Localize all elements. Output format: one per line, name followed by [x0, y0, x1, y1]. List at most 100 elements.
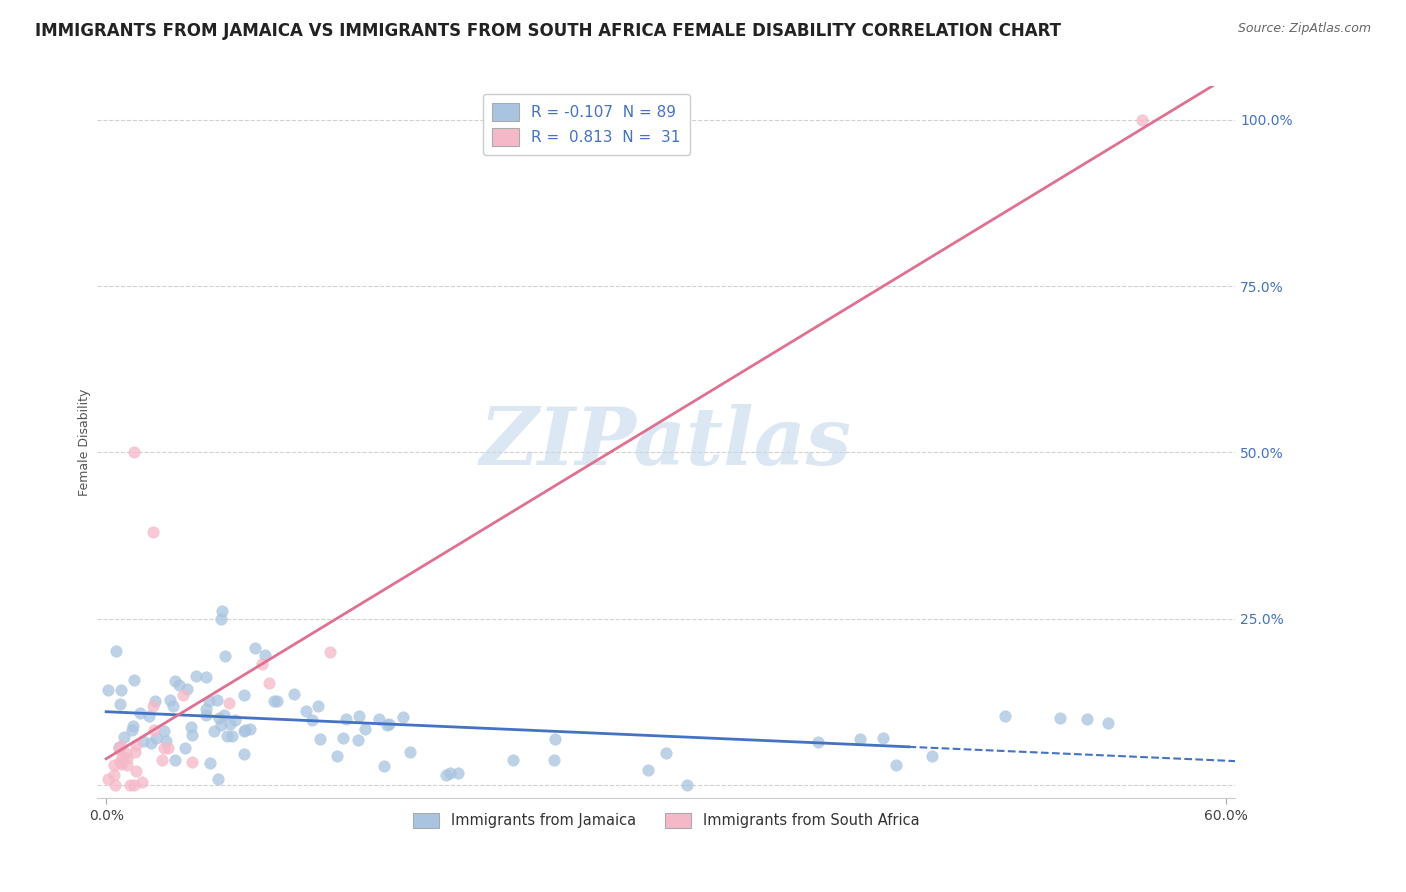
Point	[173, 741, 195, 756]
Point	[637, 764, 659, 778]
Y-axis label: Female Disability: Female Disability	[79, 389, 91, 496]
Point	[115, 757, 138, 772]
Point	[884, 757, 907, 772]
Point	[209, 718, 232, 732]
Point	[1097, 715, 1119, 730]
Point	[347, 733, 370, 747]
Point	[112, 730, 135, 744]
Point	[172, 688, 194, 702]
Point	[194, 671, 217, 685]
Point	[202, 724, 225, 739]
Point	[212, 707, 235, 722]
Point	[219, 717, 242, 731]
Point	[253, 648, 276, 663]
Point	[150, 753, 173, 767]
Point	[197, 693, 219, 707]
Point	[155, 734, 177, 748]
Point	[309, 732, 332, 747]
Point	[169, 678, 191, 692]
Point	[543, 753, 565, 767]
Point	[207, 772, 229, 786]
Point	[162, 699, 184, 714]
Text: Source: ZipAtlas.com: Source: ZipAtlas.com	[1237, 22, 1371, 36]
Point	[115, 750, 138, 764]
Point	[205, 693, 228, 707]
Point	[654, 746, 676, 760]
Point	[104, 778, 127, 792]
Point	[377, 716, 399, 731]
Point	[218, 696, 240, 710]
Point	[263, 694, 285, 708]
Point	[1130, 112, 1153, 127]
Point	[399, 744, 422, 758]
Point	[439, 766, 461, 780]
Point	[373, 758, 395, 772]
Point	[335, 713, 357, 727]
Point	[97, 772, 120, 786]
Point	[103, 758, 125, 772]
Point	[114, 746, 136, 760]
Point	[143, 723, 166, 737]
Point	[221, 729, 243, 743]
Point	[180, 720, 202, 734]
Point	[132, 734, 155, 748]
Point	[1076, 712, 1098, 726]
Point	[807, 734, 830, 748]
Point	[165, 752, 187, 766]
Point	[283, 687, 305, 701]
Point	[153, 724, 176, 739]
Point	[675, 778, 697, 792]
Point	[209, 612, 232, 626]
Point	[97, 683, 120, 698]
Point	[180, 755, 202, 769]
Legend: Immigrants from Jamaica, Immigrants from South Africa: Immigrants from Jamaica, Immigrants from…	[406, 807, 925, 834]
Point	[326, 748, 349, 763]
Point	[108, 739, 131, 754]
Point	[110, 757, 132, 772]
Point	[239, 722, 262, 736]
Point	[214, 648, 236, 663]
Point	[543, 732, 565, 747]
Point	[108, 697, 131, 711]
Point	[198, 756, 221, 770]
Text: ZIPatlas: ZIPatlas	[479, 404, 852, 481]
Point	[156, 741, 179, 756]
Point	[195, 701, 218, 715]
Point	[347, 709, 370, 723]
Point	[103, 768, 125, 782]
Point	[447, 766, 470, 780]
Point	[195, 708, 218, 723]
Point	[131, 775, 153, 789]
Point	[233, 747, 256, 761]
Point	[295, 704, 318, 718]
Point	[1049, 711, 1071, 725]
Point	[392, 710, 415, 724]
Point	[849, 731, 872, 746]
Point	[233, 688, 256, 702]
Point	[319, 645, 342, 659]
Point	[122, 778, 145, 792]
Point	[142, 698, 165, 713]
Point	[368, 712, 391, 726]
Point	[124, 745, 146, 759]
Point	[208, 711, 231, 725]
Point	[243, 640, 266, 655]
Point	[125, 738, 148, 752]
Point	[307, 698, 329, 713]
Point	[139, 736, 162, 750]
Point	[110, 750, 132, 764]
Point	[122, 445, 145, 459]
Point	[108, 756, 131, 770]
Point	[121, 719, 143, 733]
Point	[375, 717, 398, 731]
Point	[122, 673, 145, 687]
Point	[184, 669, 207, 683]
Point	[301, 713, 323, 727]
Point	[159, 693, 181, 707]
Point	[872, 731, 894, 745]
Point	[211, 605, 233, 619]
Point	[110, 739, 132, 753]
Point	[332, 731, 354, 745]
Point	[105, 644, 128, 658]
Point	[138, 709, 160, 723]
